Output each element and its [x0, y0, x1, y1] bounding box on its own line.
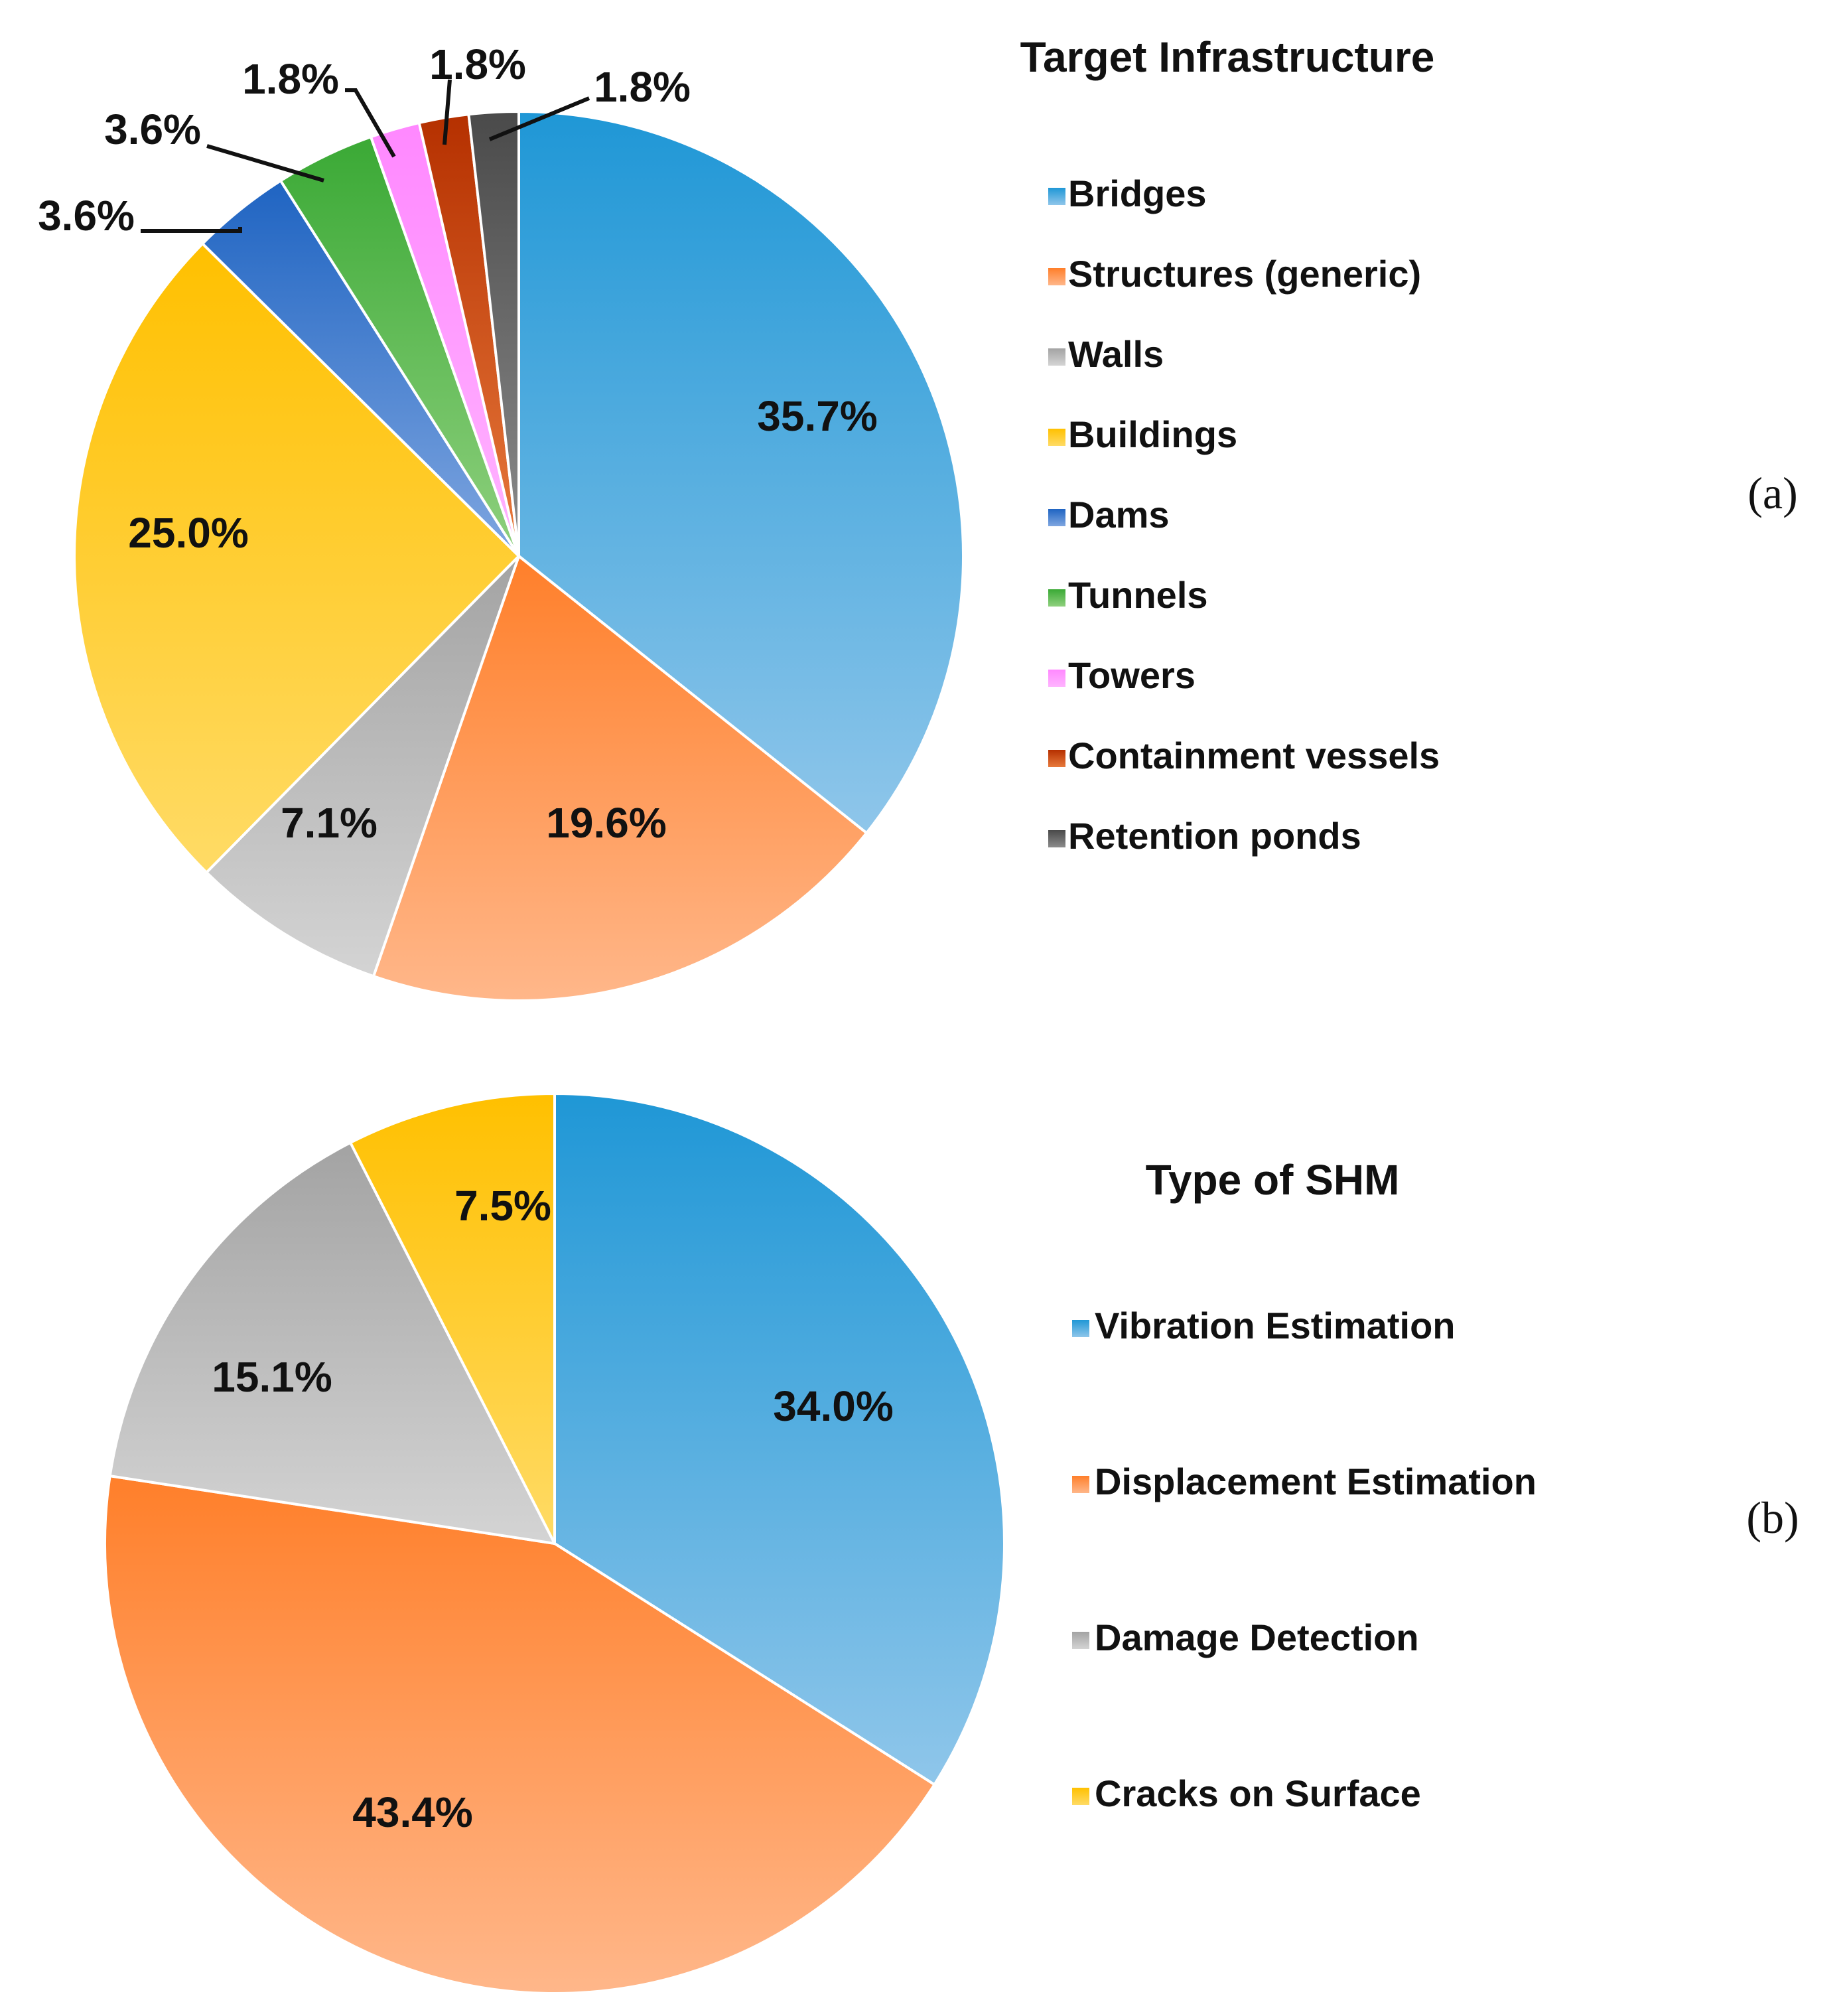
data-labels-a: 35.7% 19.6% 7.1% 25.0% 3.6% 3.6% 1.8% 1.8% 1.8%: [38, 40, 878, 847]
legend-a: Bridges Structures (generic) Walls Building…: [1048, 173, 1440, 857]
legend-swatch: [1048, 670, 1065, 687]
panel-tag-a: (a): [1747, 468, 1797, 518]
legend-item-vibration-estimation: Vibration Estimation: [1072, 1305, 1455, 1346]
data-label-containment-vessels: 1.8%: [429, 40, 526, 88]
data-label-dams: 3.6%: [38, 192, 135, 240]
legend-swatch: [1048, 429, 1065, 446]
legend-label: Towers: [1068, 654, 1196, 696]
data-label-retention-ponds: 1.8%: [594, 63, 691, 111]
legend-item-dams: Dams: [1048, 494, 1170, 536]
legend-label: Tunnels: [1068, 574, 1208, 616]
legend-label: Vibration Estimation: [1095, 1305, 1455, 1346]
legend-swatch: [1072, 1476, 1089, 1493]
data-label-damage-detection: 15.1%: [212, 1353, 332, 1401]
legend-swatch: [1048, 348, 1065, 366]
legend-label: Displacement Estimation: [1095, 1461, 1537, 1502]
leader-line-tunnels: [206, 144, 324, 182]
data-label-buildings: 25.0%: [128, 509, 248, 557]
slice-damage-detection: [108, 1141, 556, 1545]
legend-item-retention-ponds: Retention ponds: [1048, 815, 1361, 857]
leader-line-containment-vessels: [443, 79, 452, 145]
data-labels-b: 34.0% 43.4% 15.1% 7.5%: [212, 1182, 893, 1836]
legend-item-towers: Towers: [1048, 654, 1196, 696]
slice-bridges: [517, 110, 965, 835]
legend-item-buildings: Buildings: [1048, 413, 1237, 455]
data-label-walls: 7.1%: [281, 799, 377, 847]
data-label-towers: 1.8%: [242, 55, 339, 103]
leader-lines-a: [141, 79, 590, 233]
legend-b: Vibration Estimation Displacement Estimat…: [1072, 1305, 1537, 1814]
legend-label: Cracks on Surface: [1095, 1772, 1421, 1814]
legend-label: Containment vessels: [1068, 735, 1440, 776]
leader-line-towers: [345, 88, 396, 158]
legend-label: Bridges: [1068, 173, 1207, 214]
leader-line-dams: [141, 227, 242, 233]
slice-walls: [205, 555, 520, 978]
slice-retention-ponds: [467, 110, 520, 557]
legend-item-tunnels: Tunnels: [1048, 574, 1208, 616]
pie-chart-type-of-shm: 34.0% 43.4% 15.1% 7.5% Type of SHM Vibratio…: [103, 1092, 1799, 1995]
legend-swatch: [1048, 509, 1065, 526]
legend-title-b: Type of SHM: [1146, 1156, 1400, 1204]
legend-label: Dams: [1068, 494, 1170, 536]
legend-item-damage-detection: Damage Detection: [1072, 1617, 1419, 1658]
data-label-vibration-estimation: 34.0%: [773, 1382, 893, 1430]
legend-swatch: [1048, 188, 1065, 205]
slices-a: [73, 110, 965, 1002]
data-label-structures-generic: 19.6%: [546, 799, 666, 847]
legend-label: Damage Detection: [1095, 1617, 1419, 1658]
legend-item-bridges: Bridges: [1048, 173, 1207, 214]
slice-vibration-estimation: [553, 1092, 1006, 1786]
legend-swatch: [1048, 268, 1065, 285]
data-label-cracks-on-surface: 7.5%: [454, 1182, 551, 1230]
legend-swatch: [1072, 1320, 1089, 1337]
legend-label: Structures (generic): [1068, 253, 1421, 295]
data-label-displacement-estimation: 43.4%: [352, 1788, 472, 1836]
data-label-tunnels: 3.6%: [104, 106, 201, 153]
legend-item-containment-vessels: Containment vessels: [1048, 735, 1440, 776]
slice-displacement-estimation: [103, 1475, 936, 1995]
legend-swatch: [1048, 750, 1065, 767]
legend-label: Walls: [1068, 333, 1164, 375]
legend-item-cracks-on-surface: Cracks on Surface: [1072, 1772, 1421, 1814]
legend-swatch: [1048, 589, 1065, 607]
legend-label: Buildings: [1068, 413, 1237, 455]
slices-b: [103, 1092, 1006, 1995]
panel-tag-b: (b): [1746, 1492, 1799, 1543]
legend-item-walls: Walls: [1048, 333, 1164, 375]
legend-swatch: [1072, 1632, 1089, 1649]
slice-structures-generic: [372, 555, 868, 1002]
leader-line-retention-ponds: [488, 96, 590, 141]
legend-title-a: Target Infrastructure: [1020, 33, 1435, 81]
data-label-bridges: 35.7%: [757, 392, 877, 440]
legend-item-displacement-estimation: Displacement Estimation: [1072, 1461, 1537, 1502]
legend-label: Retention ponds: [1068, 815, 1361, 857]
legend-swatch: [1072, 1788, 1089, 1805]
slice-buildings: [73, 242, 520, 874]
legend-item-structures-generic: Structures (generic): [1048, 253, 1421, 295]
pie-chart-target-infrastructure: 35.7%19.6%7.1%25.0%3.6%3.6%1.8% 1.8% 1.8% …: [38, 33, 1798, 1002]
legend-swatch: [1048, 830, 1065, 847]
slice-cracks-on-surface: [349, 1092, 556, 1545]
